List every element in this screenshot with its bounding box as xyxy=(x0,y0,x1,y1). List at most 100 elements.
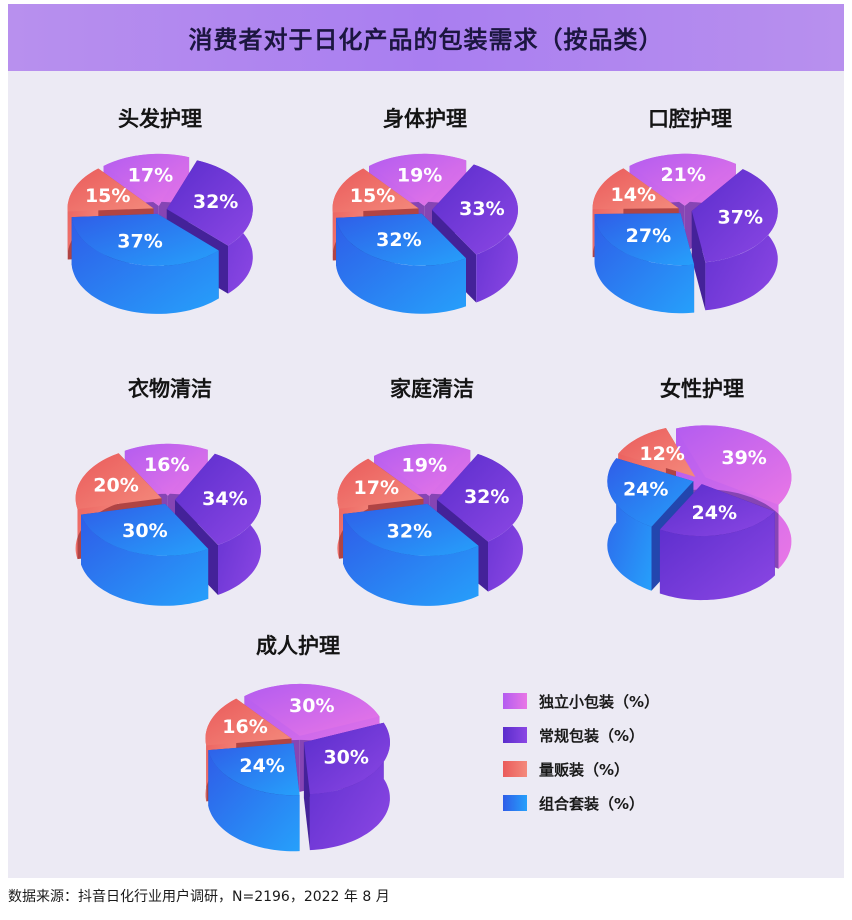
pie-tops xyxy=(205,683,390,796)
pie-slice xyxy=(629,153,736,206)
legend-item: 常规包装（%） xyxy=(503,718,659,752)
slice-label: 24% xyxy=(623,479,668,501)
legend-item: 组合套装（%） xyxy=(503,786,659,820)
legend-swatch xyxy=(503,727,527,743)
pie-slice-side xyxy=(659,511,775,601)
legend-swatch xyxy=(503,761,527,777)
slice-label: 32% xyxy=(464,486,509,508)
pie-title: 家庭清洁 xyxy=(390,377,474,401)
pie-slice xyxy=(343,503,479,556)
pie-slice xyxy=(691,169,778,263)
pie-tops xyxy=(592,153,778,266)
legend-label: 量贩装（%） xyxy=(539,760,630,779)
legend-label: 常规包装（%） xyxy=(539,726,645,745)
pie-tops xyxy=(67,153,253,266)
page-title: 消费者对于日化产品的包装需求（按品类） xyxy=(188,26,664,54)
pie-slice-side xyxy=(607,458,652,591)
legend-label: 组合套装（%） xyxy=(539,794,645,813)
pie-slice xyxy=(124,443,208,496)
pie-title: 衣物清洁 xyxy=(128,377,212,401)
pie-chart: 头发护理 17% 32% 37% 15% xyxy=(67,107,253,314)
slice-label: 30% xyxy=(289,695,334,717)
pie-slice xyxy=(75,453,162,510)
pie-slice-side xyxy=(336,217,466,314)
slice-label: 19% xyxy=(397,164,442,186)
slice-label: 37% xyxy=(718,207,763,229)
slice-label: 21% xyxy=(660,164,705,186)
pie-slice xyxy=(71,213,219,266)
slice-label: 14% xyxy=(611,184,656,206)
pie-slice xyxy=(436,454,523,542)
pie-title: 身体护理 xyxy=(383,107,467,131)
pie-slice xyxy=(369,153,467,206)
pie-slice xyxy=(594,213,695,266)
pie-slice xyxy=(592,168,679,210)
title-bar: 消费者对于日化产品的包装需求（按品类） xyxy=(8,4,844,71)
pie-chart: 成人护理 30% 30% 24% 16% xyxy=(205,634,390,852)
pie-slice-side xyxy=(208,750,300,852)
pie-chart: 家庭清洁 19% 32% 32% 17% xyxy=(337,377,523,606)
pie-slice xyxy=(659,484,775,537)
slice-label: 15% xyxy=(85,185,130,207)
slice-label: 16% xyxy=(222,716,267,738)
pie-slice xyxy=(676,425,792,505)
slice-label: 33% xyxy=(459,198,504,220)
pie-tops xyxy=(332,153,518,266)
pie-slice-side xyxy=(343,514,479,606)
slice-label: 32% xyxy=(376,229,421,251)
pie-slice xyxy=(336,213,466,266)
slice-label: 15% xyxy=(350,185,395,207)
pie-slice xyxy=(607,458,694,527)
pie-slice xyxy=(205,698,292,746)
slice-label: 34% xyxy=(202,488,247,510)
pie-slice-wall xyxy=(303,742,310,851)
pie-slice xyxy=(303,722,390,795)
legend-item: 量贩装（%） xyxy=(503,752,659,786)
pie-slice-side xyxy=(71,217,219,314)
pie-slice-side xyxy=(81,514,209,606)
legend-swatch xyxy=(503,795,527,811)
pie-chart: 女性护理 39% 24% 24% 12% xyxy=(607,377,792,601)
pie-title: 成人护理 xyxy=(256,634,340,658)
slice-label: 12% xyxy=(639,443,684,465)
pie-tops xyxy=(607,425,792,537)
legend-label: 独立小包装（%） xyxy=(539,692,660,711)
pie-tops xyxy=(75,443,261,556)
slice-label: 19% xyxy=(402,454,447,476)
slice-label: 17% xyxy=(354,477,399,499)
slice-label: 27% xyxy=(626,225,671,247)
legend: 独立小包装（%） 常规包装（%） 量贩装（%） 组合套装（%） xyxy=(503,684,659,820)
pie-slice xyxy=(374,443,471,496)
slice-label: 24% xyxy=(692,502,737,524)
slice-label: 30% xyxy=(122,520,167,542)
pie-title: 女性护理 xyxy=(660,377,744,401)
pie-tops xyxy=(337,443,523,556)
pie-slice xyxy=(618,428,696,477)
pie-slice xyxy=(337,458,424,509)
pie-slice xyxy=(332,168,419,213)
pie-chart: 口腔护理 21% 37% 27% 14% xyxy=(592,107,778,314)
pie-chart: 衣物清洁 16% 34% 30% 20% xyxy=(75,377,261,606)
slice-label: 20% xyxy=(93,475,138,497)
legend-item: 独立小包装（%） xyxy=(503,684,659,718)
slice-label: 39% xyxy=(721,447,766,469)
source-note: 数据来源：抖音日化行业用户调研，N=2196，2022 年 8 月 xyxy=(8,889,390,905)
slice-label: 32% xyxy=(387,521,432,543)
pie-slice-side xyxy=(594,214,695,314)
pie-slice xyxy=(431,164,518,255)
slice-label: 37% xyxy=(117,231,162,253)
legend-swatch xyxy=(503,693,527,709)
slice-label: 32% xyxy=(193,191,238,213)
pie-slice xyxy=(174,453,261,545)
slice-label: 17% xyxy=(128,165,173,187)
slice-label: 16% xyxy=(144,454,189,476)
pie-slice xyxy=(81,503,209,556)
slice-label: 30% xyxy=(323,747,368,769)
pie-slice xyxy=(67,168,154,212)
pie-slice xyxy=(166,160,253,246)
pie-slice xyxy=(103,153,190,206)
slice-label: 24% xyxy=(239,755,284,777)
pie-slice-side xyxy=(309,722,390,851)
pie-title: 口腔护理 xyxy=(648,107,732,131)
